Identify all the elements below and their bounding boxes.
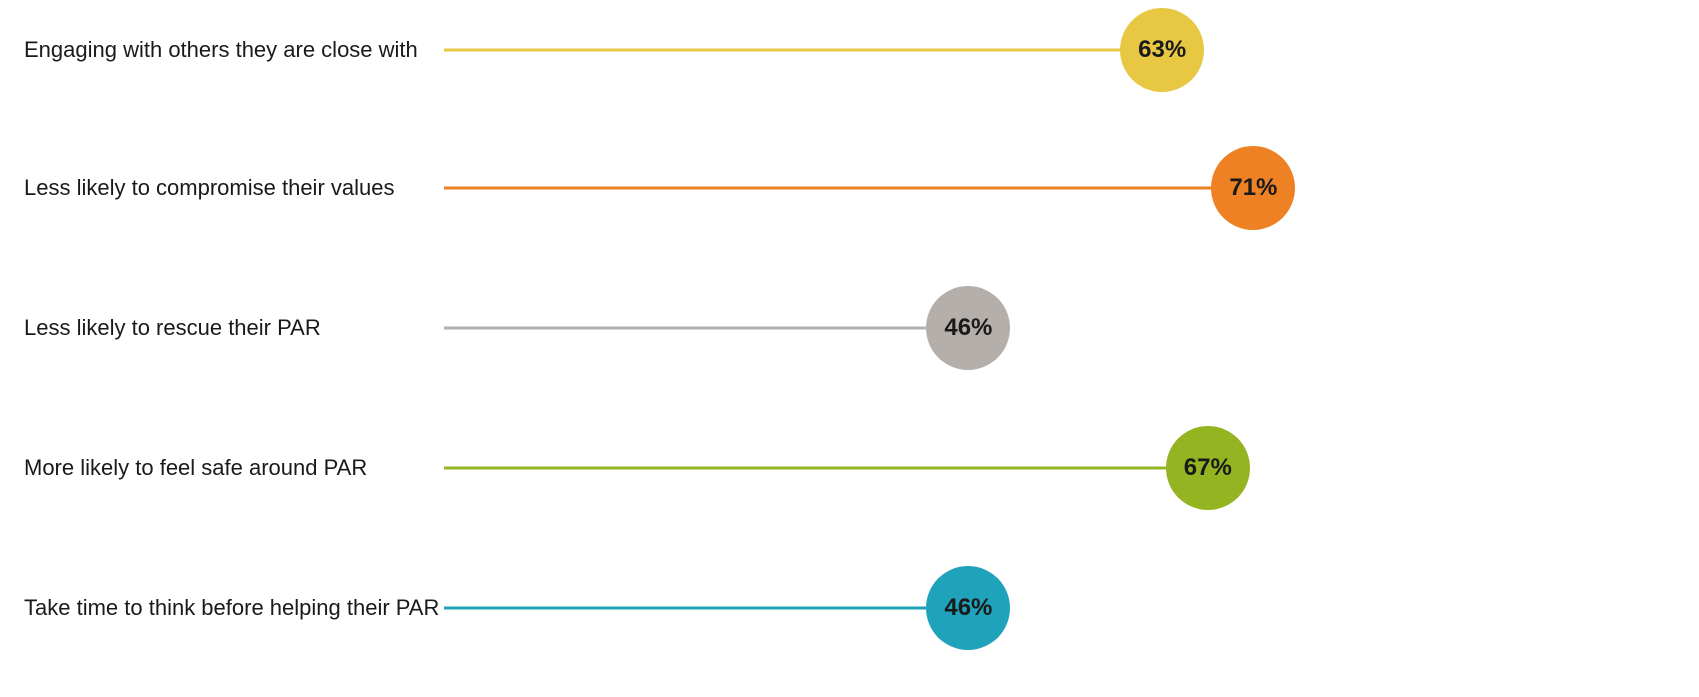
value-bubble: 63% xyxy=(1120,8,1204,92)
value-bubble: 46% xyxy=(926,286,1010,370)
row-line xyxy=(444,49,1162,52)
chart-row: Engaging with others they are close with… xyxy=(0,10,1699,90)
row-line xyxy=(444,327,968,330)
row-label: Take time to think before helping their … xyxy=(24,595,439,621)
chart-row: Less likely to compromise their values 71… xyxy=(0,148,1699,228)
chart-row: More likely to feel safe around PAR 67% xyxy=(0,428,1699,508)
value-bubble: 71% xyxy=(1211,146,1295,230)
row-line xyxy=(444,467,1208,470)
lollipop-chart: Engaging with others they are close with… xyxy=(0,0,1699,697)
chart-row: Less likely to rescue their PAR 46% xyxy=(0,288,1699,368)
row-line xyxy=(444,187,1253,190)
row-label: Less likely to compromise their values xyxy=(24,175,394,201)
row-label: Engaging with others they are close with xyxy=(24,37,418,63)
value-bubble: 46% xyxy=(926,566,1010,650)
row-label: Less likely to rescue their PAR xyxy=(24,315,321,341)
value-bubble: 67% xyxy=(1166,426,1250,510)
row-line xyxy=(444,607,968,610)
row-label: More likely to feel safe around PAR xyxy=(24,455,367,481)
chart-row: Take time to think before helping their … xyxy=(0,568,1699,648)
